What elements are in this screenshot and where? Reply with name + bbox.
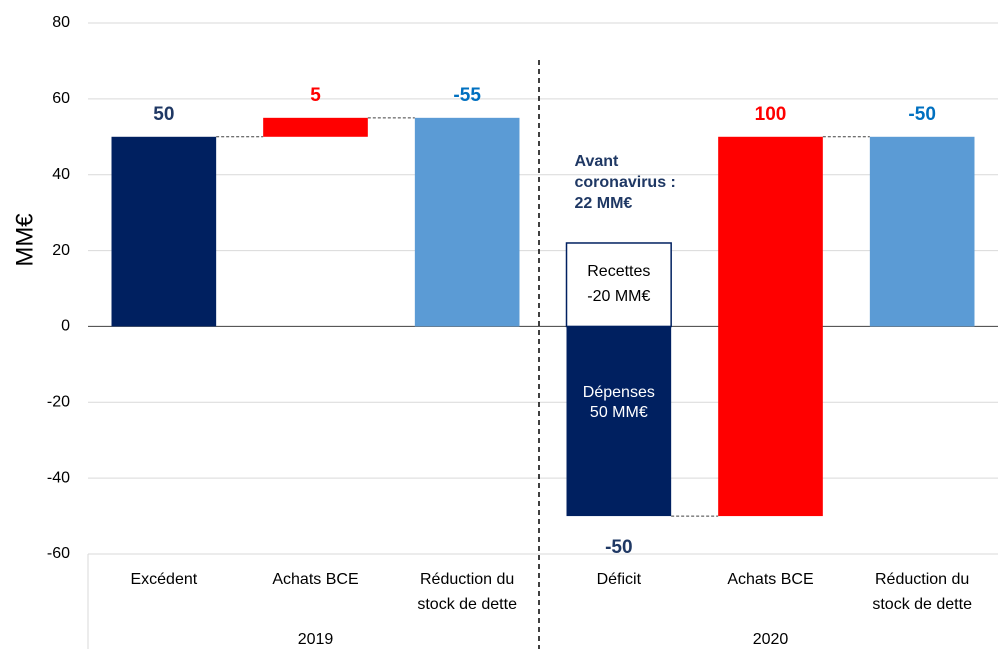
data-label: 100 (755, 104, 787, 125)
x-tick-label: Déficit (596, 571, 642, 588)
data-label: 5 (310, 85, 321, 106)
y-tick-label: 80 (52, 14, 70, 31)
y-tick-label: 60 (52, 90, 70, 107)
x-tick-label: Réduction du stock de dette (872, 571, 972, 613)
y-tick-label: -60 (47, 545, 70, 562)
data-label: -50 (908, 104, 935, 125)
annotation: Recettes (587, 263, 650, 280)
pre-covid-box (565, 242, 672, 328)
data-label: 50 (153, 104, 174, 125)
annotation: 22 MM€ (575, 195, 633, 212)
annotation: -20 MM€ (587, 288, 650, 305)
x-tick-label: Achats BCE (272, 571, 359, 588)
bar (718, 136, 823, 517)
group-label: 2020 (753, 631, 789, 648)
annotation: coronavirus : (575, 174, 676, 191)
bar (263, 117, 368, 137)
annotation: Avant (575, 153, 620, 170)
y-tick-label: -40 (47, 469, 70, 486)
bar (111, 136, 217, 327)
bar (566, 326, 672, 517)
group-label: 2019 (298, 631, 334, 648)
y-tick-label: -20 (47, 394, 70, 411)
y-tick-label: 40 (52, 166, 70, 183)
annotation: 50 MM€ (590, 404, 648, 421)
x-tick-label: Réduction du stock de dette (417, 571, 517, 613)
data-label: -55 (453, 85, 481, 106)
y-axis-label: MM€ (11, 213, 38, 267)
y-tick-label: 20 (52, 242, 70, 259)
annotation: Dépenses (583, 384, 655, 401)
y-tick-label: 0 (61, 318, 70, 335)
x-tick-label: Achats BCE (727, 571, 814, 588)
data-label: -50 (605, 537, 632, 558)
bar (414, 117, 520, 327)
x-tick-label: Excédent (130, 571, 198, 588)
bar (869, 136, 975, 327)
